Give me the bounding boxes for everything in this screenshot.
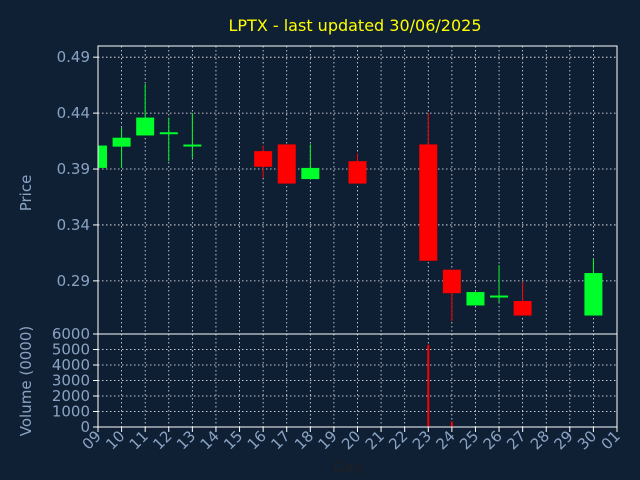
candle-body-23 bbox=[419, 144, 438, 261]
price-panel: 0.29 0.34 0.39 0.44 0.49 bbox=[57, 45, 618, 335]
candle-body-13 bbox=[183, 144, 202, 147]
x-tick-label: 26 bbox=[480, 427, 506, 453]
x-tick-label: 12 bbox=[149, 427, 175, 453]
x-tick-label: 29 bbox=[550, 427, 576, 453]
price-tick-label: 0.49 bbox=[57, 48, 90, 66]
x-tick-label: 20 bbox=[338, 427, 364, 453]
x-tick-label: 24 bbox=[432, 427, 458, 453]
price-tick-label: 0.34 bbox=[57, 216, 90, 234]
candle-body-30 bbox=[584, 273, 603, 316]
volume-tick-label: 5000 bbox=[52, 341, 90, 359]
price-tick-label: 0.44 bbox=[57, 104, 90, 122]
x-tick-label: 19 bbox=[315, 427, 341, 453]
volume-bar-24 bbox=[450, 421, 453, 427]
x-tick-label: 13 bbox=[173, 427, 199, 453]
x-tick-label: 21 bbox=[362, 427, 388, 453]
x-tick-label: 11 bbox=[126, 427, 152, 453]
volume-tick-label: 6000 bbox=[52, 325, 90, 343]
x-tick-label: 28 bbox=[527, 427, 553, 453]
x-tick-label: 14 bbox=[197, 427, 223, 453]
candle-body-25 bbox=[466, 292, 485, 306]
volume-tick-label: 4000 bbox=[52, 356, 90, 374]
candle-body-16 bbox=[254, 151, 273, 167]
volume-tick-label: 0 bbox=[80, 418, 90, 436]
candle-body-24 bbox=[442, 269, 461, 294]
price-tick-label: 0.29 bbox=[57, 272, 90, 290]
x-tick-label: 18 bbox=[291, 427, 317, 453]
volume-tick-label: 2000 bbox=[52, 387, 90, 405]
candle-body-10 bbox=[112, 137, 131, 147]
x-tick-label: 22 bbox=[385, 427, 411, 453]
volume-panel: 0100020003000400050006000091011121314151… bbox=[52, 325, 624, 453]
x-tick-label: 10 bbox=[102, 427, 128, 453]
chart-title: LPTX - last updated 30/06/2025 bbox=[228, 16, 481, 35]
x-tick-label: 17 bbox=[267, 427, 293, 453]
candle-body-11 bbox=[136, 117, 155, 136]
x-tick-label: 16 bbox=[244, 427, 270, 453]
x-tick-label: 25 bbox=[456, 427, 482, 453]
candle-body-18 bbox=[301, 167, 320, 180]
x-axis-label: Day bbox=[333, 458, 363, 476]
candle-body-26 bbox=[490, 295, 509, 298]
volume-tick-label: 1000 bbox=[52, 403, 90, 421]
x-tick-label: 27 bbox=[503, 427, 529, 453]
candle-body-12 bbox=[159, 132, 178, 135]
x-tick-label: 01 bbox=[598, 427, 624, 453]
candle-body-20 bbox=[348, 161, 367, 184]
candle-body-09 bbox=[98, 145, 107, 168]
volume-tick-label: 3000 bbox=[52, 372, 90, 390]
candle-body-27 bbox=[513, 301, 532, 316]
candle-body-17 bbox=[277, 144, 296, 184]
price-tick-label: 0.39 bbox=[57, 160, 90, 178]
volume-axis-label: Volume (0000) bbox=[17, 326, 35, 436]
x-tick-label: 30 bbox=[574, 427, 600, 453]
x-tick-label: 15 bbox=[220, 427, 246, 453]
price-axis-label: Price bbox=[17, 175, 35, 212]
volume-bar-23 bbox=[427, 344, 430, 427]
x-tick-label: 23 bbox=[409, 427, 435, 453]
